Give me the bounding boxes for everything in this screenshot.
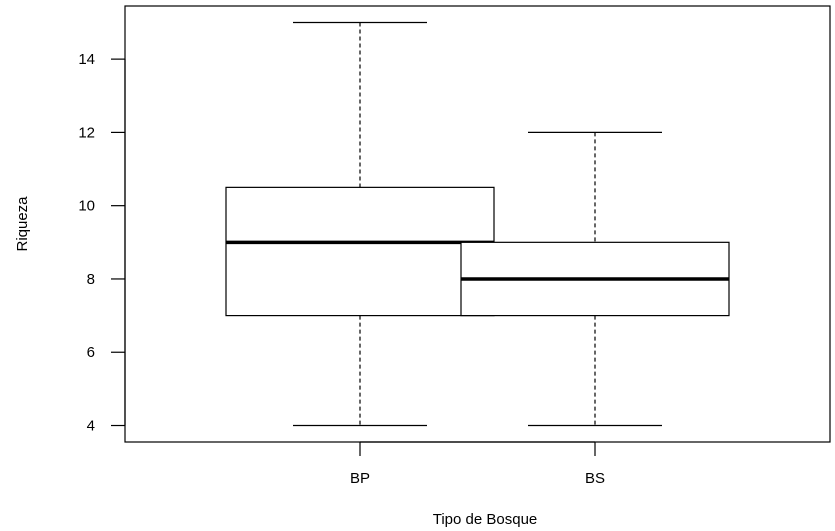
box-group <box>460 131 730 427</box>
box-group <box>225 21 495 427</box>
y-tick-label: 14 <box>78 51 95 68</box>
x-axis: BP BS <box>350 441 605 487</box>
x-tick-label: BS <box>585 470 605 487</box>
y-tick-label: 8 <box>87 271 95 288</box>
iqr-box <box>225 186 495 317</box>
x-axis-title: Tipo de Bosque <box>433 511 538 528</box>
y-tick-label: 6 <box>87 344 95 361</box>
boxes-layer <box>225 21 730 427</box>
y-tick-label: 12 <box>78 124 95 141</box>
y-tick-label: 4 <box>87 418 95 435</box>
x-tick-label: BP <box>350 470 370 487</box>
y-axis-title: Riqueza <box>14 196 31 252</box>
y-tick-label: 10 <box>78 198 95 215</box>
y-axis: 4 6 8 10 12 14 <box>78 51 126 435</box>
